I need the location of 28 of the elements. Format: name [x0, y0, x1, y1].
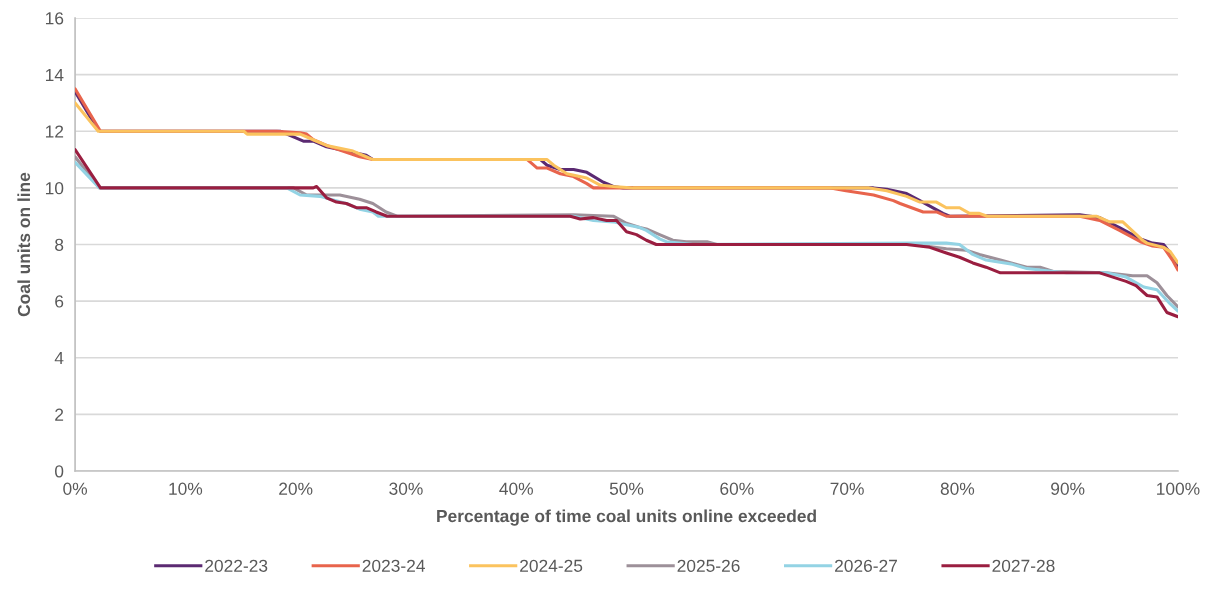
- y-tick-label: 4: [54, 352, 64, 365]
- x-tick-label: 40%: [499, 482, 533, 495]
- x-tick-label: 100%: [1157, 482, 1200, 495]
- legend-label: 2025-26: [677, 559, 740, 572]
- y-tick-label: 2: [55, 408, 64, 421]
- y-axis-title: Coal units on line: [17, 172, 31, 317]
- y-tick-label: 16: [45, 12, 64, 25]
- y-tick-label: 0: [54, 465, 64, 478]
- x-tick-label: 90%: [1051, 482, 1085, 495]
- legend-label: 2022-23: [205, 559, 268, 572]
- y-tick-label: 12: [45, 125, 64, 138]
- x-tick-label: 70%: [830, 482, 864, 495]
- legend-label: 2023-24: [362, 559, 425, 572]
- x-tick-label: 30%: [389, 482, 423, 495]
- x-tick-label: 50%: [609, 482, 644, 495]
- y-tick-label: 10: [45, 182, 64, 195]
- y-tick-label: 8: [55, 238, 64, 251]
- legend-label: 2027-28: [992, 559, 1055, 572]
- x-tick-label: 20%: [279, 482, 313, 495]
- x-axis-title: Percentage of time coal units online exceeded: [437, 509, 816, 526]
- legend-label: 2026-27: [835, 559, 897, 572]
- x-tick-label: 80%: [940, 482, 975, 495]
- x-tick-label: 0%: [63, 482, 88, 495]
- y-tick-label: 6: [55, 295, 64, 308]
- y-tick-label: 14: [45, 69, 64, 81]
- x-tick-label: 10%: [169, 482, 203, 495]
- legend-label: 2024-25: [520, 559, 583, 572]
- x-tick-label: 60%: [720, 482, 754, 495]
